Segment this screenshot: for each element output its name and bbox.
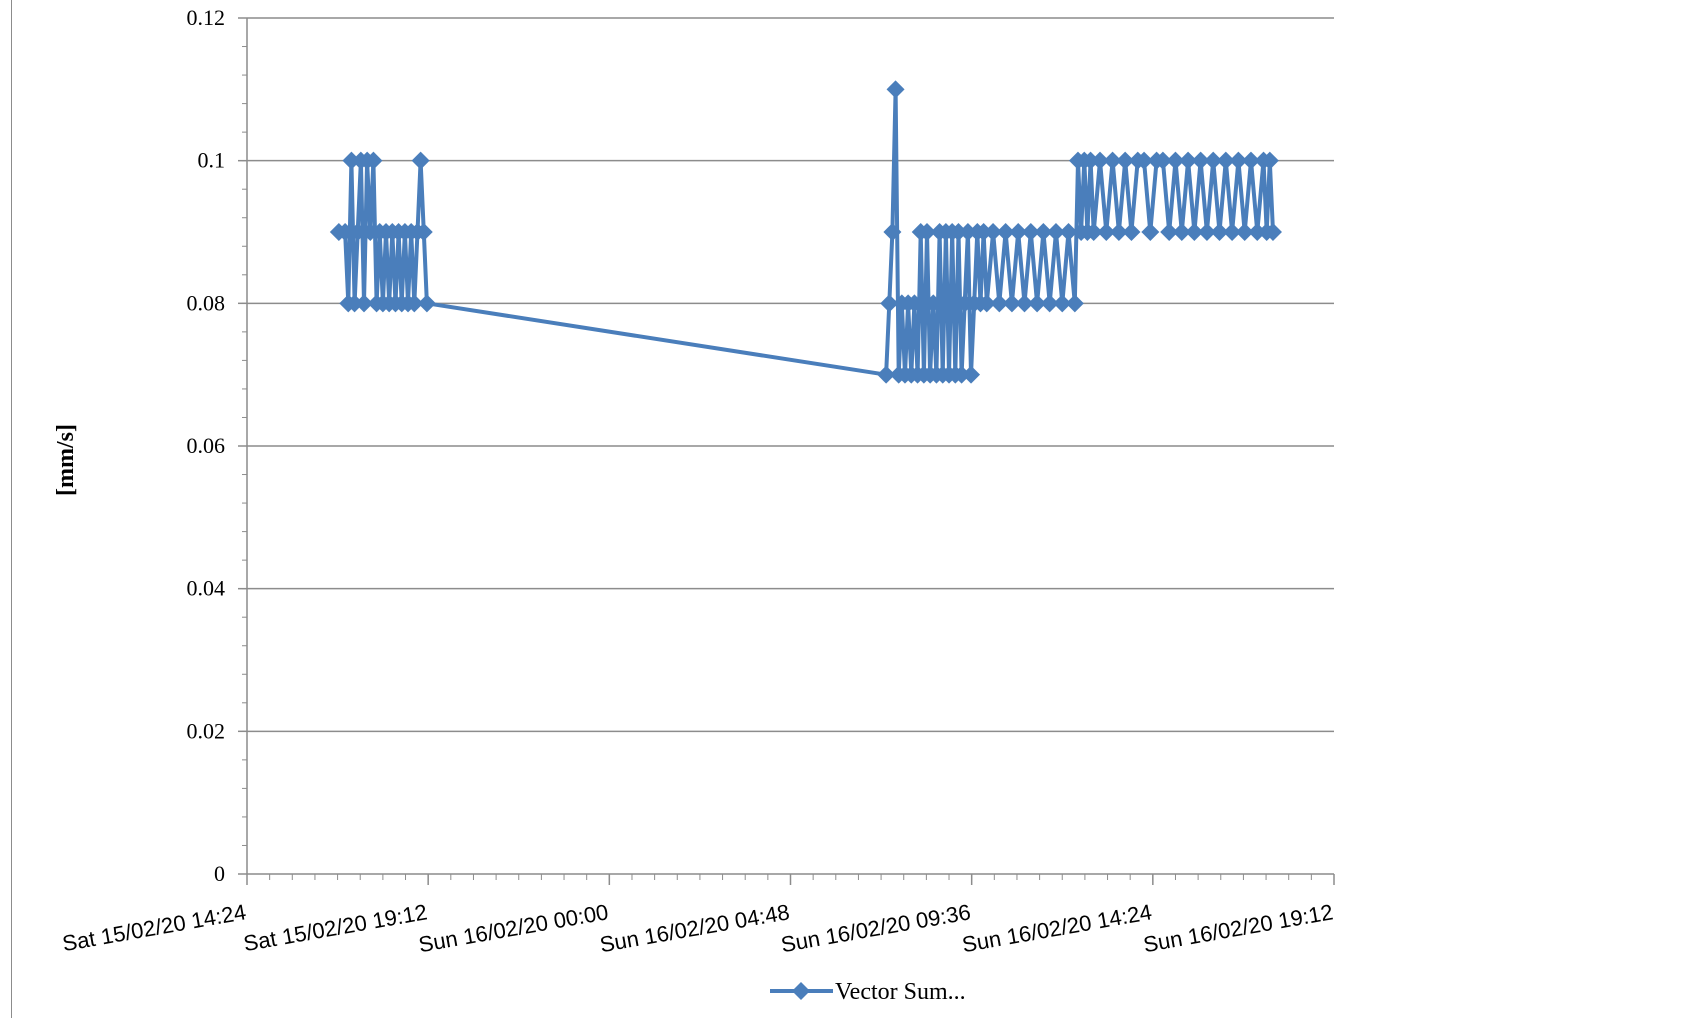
data-point-marker	[1241, 151, 1260, 170]
y-tick-label: 0	[214, 861, 225, 886]
data-point-marker	[880, 294, 899, 313]
data-point-marker	[1235, 223, 1254, 241]
data-point-marker	[1097, 223, 1116, 241]
data-point-marker	[924, 294, 943, 313]
data-point-marker	[417, 294, 436, 313]
data-point-marker	[886, 80, 905, 99]
data-point-marker	[1084, 223, 1103, 241]
data-point-marker	[1191, 151, 1210, 170]
data-point-marker	[1135, 151, 1154, 170]
data-point-marker	[1109, 223, 1128, 241]
data-point-marker	[918, 223, 937, 241]
data-point-marker	[1040, 294, 1059, 313]
data-point-marker	[984, 223, 1003, 241]
data-point-marker	[336, 223, 355, 241]
x-tick-label: Sun 16/02/20 14:24	[960, 899, 1153, 957]
x-tick-label: Sun 16/02/20 09:36	[779, 899, 972, 957]
data-point-marker	[1179, 151, 1198, 170]
data-point-marker	[996, 223, 1015, 241]
data-point-marker	[977, 294, 996, 313]
data-point-marker	[1172, 223, 1191, 241]
data-point-marker	[952, 365, 971, 384]
x-tick-label: Sun 16/02/20 19:12	[1141, 899, 1334, 957]
data-point-marker	[1141, 223, 1160, 241]
data-point-marker	[1009, 223, 1028, 241]
data-point-marker	[1081, 151, 1100, 170]
data-point-marker	[958, 223, 977, 241]
data-point-marker	[1090, 151, 1109, 170]
data-point-marker	[361, 223, 380, 241]
data-point-marker	[962, 365, 981, 384]
data-point-marker	[905, 294, 924, 313]
data-point-marker	[345, 294, 364, 313]
y-tick-label: 0.02	[187, 718, 226, 743]
data-point-marker	[1160, 223, 1179, 241]
x-tick-label: Sat 15/02/20 19:12	[242, 899, 429, 956]
data-point-marker	[1028, 294, 1047, 313]
data-point-marker	[974, 223, 993, 241]
data-point-marker	[1223, 223, 1242, 241]
data-point-marker	[1248, 223, 1267, 241]
data-point-marker	[1015, 294, 1034, 313]
data-point-marker	[877, 365, 896, 384]
axes	[238, 17, 1335, 885]
data-point-marker	[1116, 151, 1135, 170]
legend-label: Vector Sum...	[835, 979, 966, 1005]
y-tick-label: 0.1	[198, 148, 226, 173]
data-point-marker	[1046, 223, 1065, 241]
data-point-marker	[1021, 223, 1040, 241]
data-point-marker	[1122, 223, 1141, 241]
frame-left-border	[11, 0, 12, 1018]
data-point-marker	[1204, 151, 1223, 170]
data-point-marker	[1197, 223, 1216, 241]
series-group	[329, 80, 1282, 384]
gridlines	[247, 17, 1334, 733]
data-point-marker	[1229, 151, 1248, 170]
x-tick-label: Sat 15/02/20 14:24	[60, 899, 247, 956]
data-point-marker	[990, 294, 1009, 313]
y-tick-label: 0.08	[187, 290, 226, 315]
data-point-marker	[1185, 223, 1204, 241]
legend-marker-icon	[792, 982, 810, 1000]
data-point-marker	[411, 151, 430, 170]
data-point-marker	[955, 294, 974, 313]
data-point-marker	[1263, 223, 1282, 241]
data-point-marker	[1059, 223, 1078, 241]
data-point-marker	[1053, 294, 1072, 313]
y-tick-label: 0.12	[187, 5, 226, 30]
data-point-marker	[1034, 223, 1053, 241]
data-point-marker	[1103, 151, 1122, 170]
y-tick-label: 0.06	[187, 433, 226, 458]
data-point-marker	[348, 223, 367, 241]
data-point-marker	[405, 294, 424, 313]
data-point-marker	[355, 294, 374, 313]
y-tick-label: 0.04	[187, 576, 226, 601]
data-point-marker	[1153, 151, 1172, 170]
y-axis-title: [mm/s]	[53, 424, 79, 496]
data-point-marker	[1210, 223, 1229, 241]
data-point-marker	[414, 223, 433, 241]
data-point-marker	[1260, 151, 1279, 170]
data-point-marker	[364, 151, 383, 170]
x-tick-label: Sun 16/02/20 04:48	[598, 899, 791, 957]
legend[interactable]: Vector Sum...	[770, 979, 966, 1005]
data-point-marker	[949, 223, 968, 241]
data-point-marker	[342, 151, 361, 170]
y-tick-labels: 0 0.02 0.04 0.06 0.08 0.1 0.12	[187, 5, 226, 886]
x-tick-label: Sun 16/02/20 00:00	[417, 899, 610, 957]
data-point-marker	[1065, 294, 1084, 313]
data-point-marker	[1002, 294, 1021, 313]
data-point-marker	[1216, 151, 1235, 170]
data-point-marker	[883, 223, 902, 241]
data-point-marker	[1166, 151, 1185, 170]
